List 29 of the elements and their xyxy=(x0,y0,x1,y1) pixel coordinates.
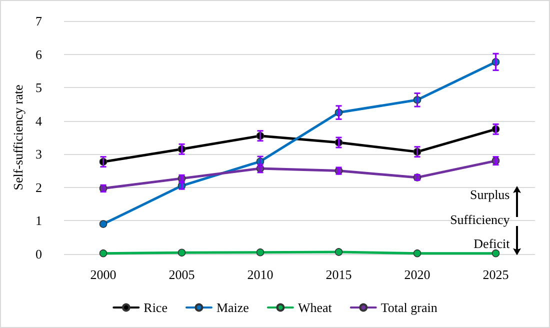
x-tick-label: 2010 xyxy=(247,267,274,282)
point xyxy=(256,248,264,256)
x-tick-label: 2020 xyxy=(404,267,430,282)
y-tick-label: 5 xyxy=(36,80,42,96)
y-tick-label: 4 xyxy=(36,113,42,128)
annotation: Surplus xyxy=(470,186,510,203)
point xyxy=(334,248,343,256)
point xyxy=(492,249,500,258)
annotation: Deficit xyxy=(474,236,510,252)
y-tick-label: 0 xyxy=(36,246,42,262)
y-tick-label: 3 xyxy=(36,146,42,162)
x-tick-label: 2025 xyxy=(482,267,509,282)
y-tick-label: 1 xyxy=(36,213,42,228)
point xyxy=(99,249,108,258)
point xyxy=(178,248,186,257)
x-tick-label: 2005 xyxy=(168,267,195,282)
point xyxy=(99,220,108,228)
y-tick-label: 6 xyxy=(36,46,42,62)
x-tick-label: 2000 xyxy=(90,267,116,282)
y-tick-label: 2 xyxy=(36,180,42,195)
legend-label: Maize xyxy=(216,300,250,315)
point xyxy=(413,249,422,258)
y-tick-label: 7 xyxy=(36,14,42,28)
legend-label: Total grain xyxy=(380,300,438,315)
annotation: Sufficiency xyxy=(450,212,510,228)
x-tick-label: 2015 xyxy=(326,267,352,282)
legend-label: Wheat xyxy=(298,300,332,315)
legend-label: Rice xyxy=(144,300,168,315)
y-axis-title: Self-sufficiency rate xyxy=(10,84,26,190)
